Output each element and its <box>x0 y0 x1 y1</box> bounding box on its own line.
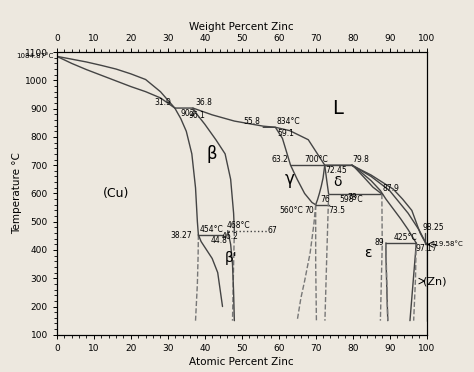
Text: δ: δ <box>334 175 342 189</box>
Text: β': β' <box>224 251 237 266</box>
Text: 97.17: 97.17 <box>416 244 437 253</box>
Text: 560°C: 560°C <box>279 206 303 215</box>
Text: 700°C: 700°C <box>305 155 328 164</box>
Text: 73.5: 73.5 <box>328 206 346 215</box>
Text: (Cu): (Cu) <box>103 187 129 200</box>
Text: 425°C: 425°C <box>393 233 417 242</box>
Text: 44.8: 44.8 <box>210 236 227 245</box>
Text: 67: 67 <box>268 226 277 235</box>
Text: 598°C: 598°C <box>340 195 364 204</box>
Text: 79.8: 79.8 <box>353 155 370 164</box>
Text: β: β <box>207 145 218 163</box>
X-axis label: Weight Percent Zinc: Weight Percent Zinc <box>190 22 294 32</box>
Text: 38.27: 38.27 <box>170 231 192 240</box>
Text: 76: 76 <box>321 195 330 204</box>
Text: 454°C: 454°C <box>199 225 223 234</box>
Text: 59.1: 59.1 <box>277 129 294 138</box>
X-axis label: Atomic Percent Zinc: Atomic Percent Zinc <box>190 357 294 367</box>
Text: 31.9: 31.9 <box>155 98 172 107</box>
Text: γ: γ <box>285 170 295 188</box>
Text: 834°C: 834°C <box>277 118 301 126</box>
Text: L: L <box>332 99 343 118</box>
Text: 902: 902 <box>181 109 195 118</box>
Text: 89: 89 <box>374 238 384 247</box>
Text: 1084.87°C: 1084.87°C <box>16 53 53 60</box>
Text: 72.45: 72.45 <box>325 166 346 175</box>
Text: (Zn): (Zn) <box>423 276 447 286</box>
Text: 98.25: 98.25 <box>423 223 445 232</box>
Text: 55.8: 55.8 <box>243 118 260 126</box>
Text: 46.2: 46.2 <box>221 232 238 241</box>
Text: 96.1: 96.1 <box>188 112 205 121</box>
Text: 78: 78 <box>347 193 357 202</box>
Text: 468°C: 468°C <box>227 221 251 230</box>
Y-axis label: Temperature °C: Temperature °C <box>12 153 22 234</box>
Text: 63.2: 63.2 <box>271 155 288 164</box>
Text: 419.58°C: 419.58°C <box>430 241 463 247</box>
Text: 87.9: 87.9 <box>382 184 399 193</box>
Text: 70: 70 <box>304 206 314 215</box>
Text: 36.8: 36.8 <box>195 98 212 107</box>
Text: ε: ε <box>364 246 371 260</box>
